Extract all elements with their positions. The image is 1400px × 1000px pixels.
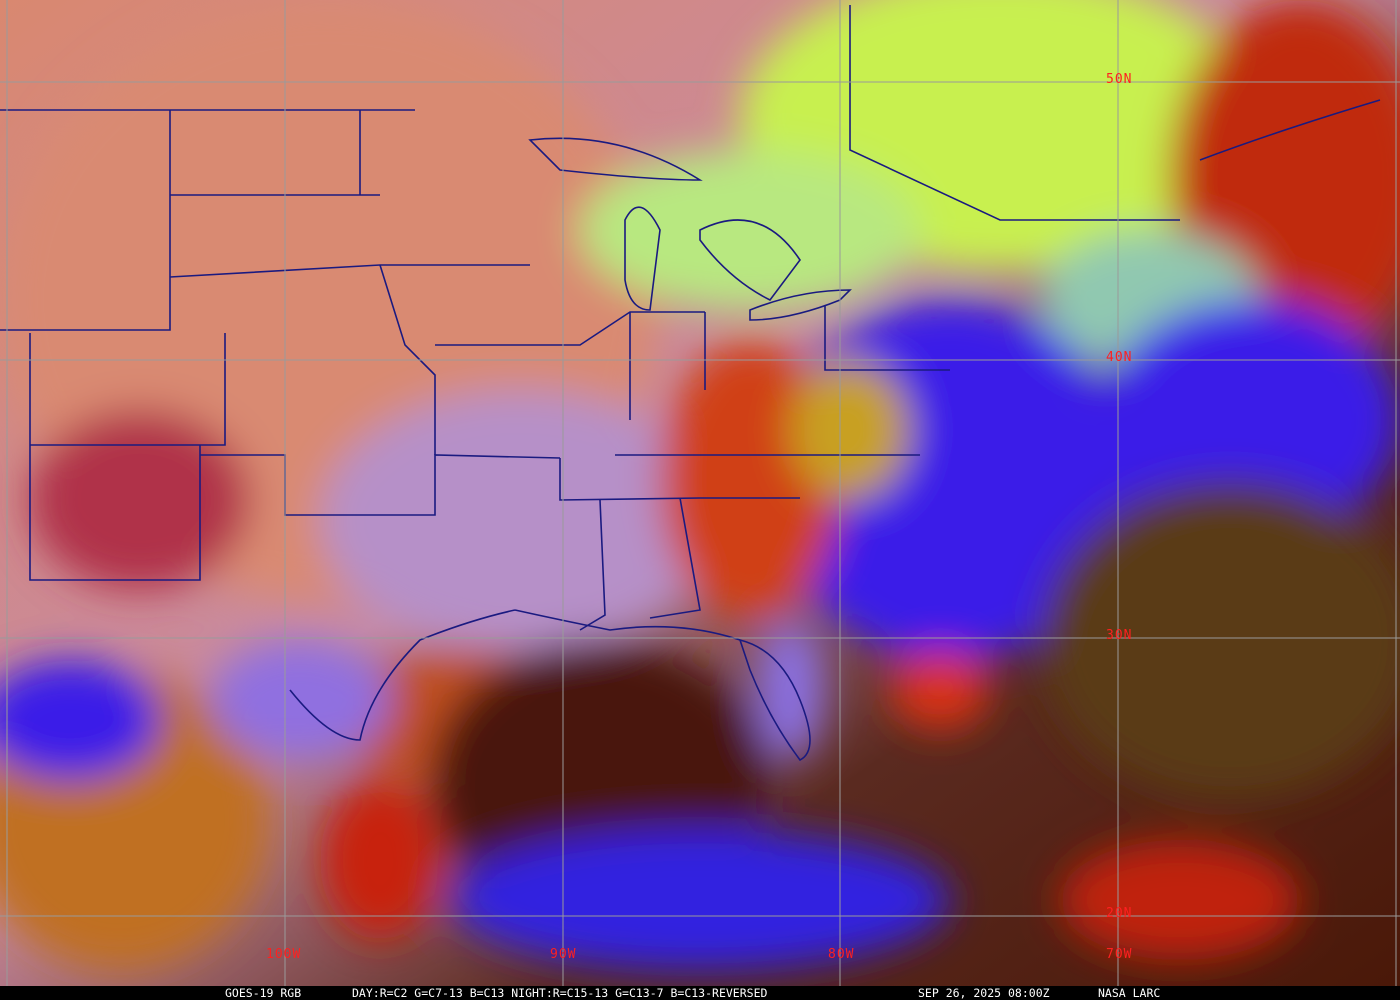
lat-label-30n: 30N <box>1106 628 1133 643</box>
timestamp: SEP 26, 2025 08:00Z <box>918 986 1050 1000</box>
cloud-fields <box>0 0 1400 970</box>
rgb-recipe: DAY:R=C2 G=C7-13 B=C13 NIGHT:R=C15-13 G=… <box>352 986 768 1000</box>
lat-label-50n: 50N <box>1106 72 1133 87</box>
image-caption-bar: GOES-19 RGB DAY:R=C2 G=C7-13 B=C13 NIGHT… <box>0 986 1400 1000</box>
lat-label-20n: 20N <box>1106 906 1133 921</box>
lat-label-40n: 40N <box>1106 350 1133 365</box>
lon-label-80w: 80W <box>828 947 855 962</box>
credit: NASA LARC <box>1098 986 1161 1000</box>
political-borders <box>0 5 1381 762</box>
lon-label-70w: 70W <box>1106 947 1133 962</box>
product-name: GOES-19 RGB <box>225 986 302 1000</box>
lon-label-100w: 100W <box>266 947 302 962</box>
lon-label-90w: 90W <box>550 947 577 962</box>
